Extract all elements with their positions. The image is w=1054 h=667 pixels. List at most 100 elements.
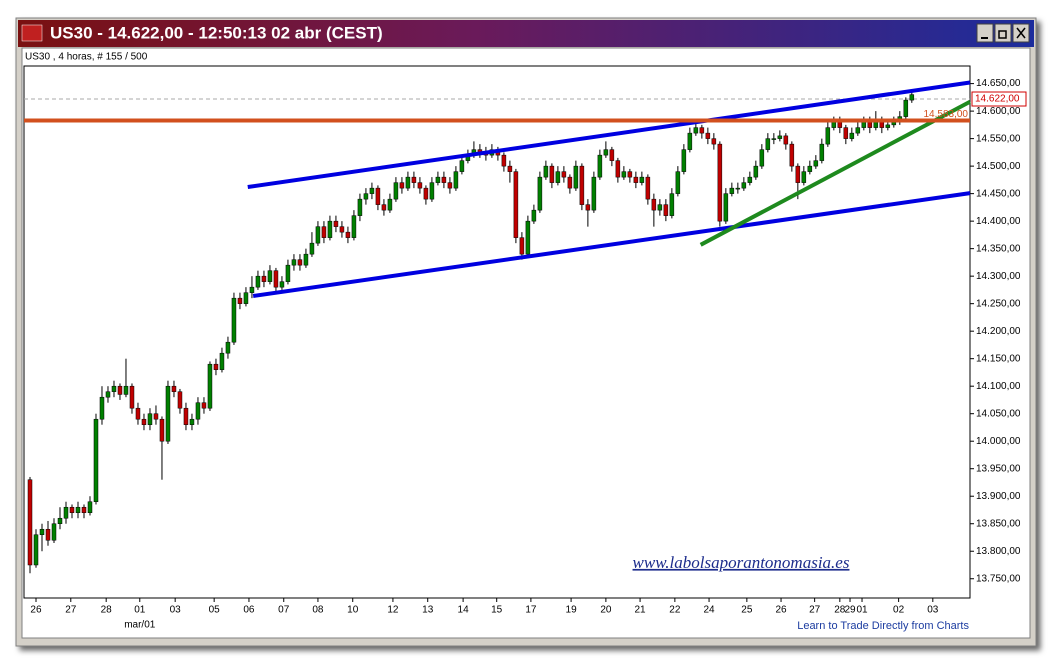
y-tick-label: 13.800,00 (976, 546, 1021, 557)
x-tick-label: 17 (525, 605, 537, 616)
x-tick-label: 24 (703, 605, 715, 616)
chart-subtitle: US30 , 4 horas, # 155 / 500 (25, 52, 148, 63)
candle-body (141, 418, 147, 425)
candle-body (27, 479, 33, 566)
candle-body (849, 132, 855, 139)
candle-body (879, 121, 885, 128)
minimize-button[interactable] (976, 23, 994, 43)
candle-body (435, 176, 441, 183)
x-tick-label: 14 (458, 605, 470, 616)
candle-body (651, 198, 657, 211)
title-bar (18, 20, 1034, 47)
candle-body (771, 138, 777, 140)
y-tick-label: 14.500,00 (976, 161, 1021, 172)
candle-body (183, 407, 189, 425)
candle-body (225, 341, 231, 354)
candle-body (315, 226, 321, 244)
candle-body (417, 182, 423, 189)
x-tick-label: 28 (101, 605, 113, 616)
candle-body (741, 182, 747, 189)
candle-body (867, 121, 873, 128)
y-tick-label: 14.000,00 (976, 436, 1021, 447)
candle-body (549, 165, 555, 183)
candle-body (555, 171, 561, 183)
candle-body (249, 286, 255, 293)
x-tick-label: 13 (422, 605, 434, 616)
candle-body (285, 264, 291, 282)
x-tick-label: 03 (927, 605, 939, 616)
restore-button[interactable] (994, 23, 1012, 43)
last-price-label: 14.622,00 (975, 94, 1020, 105)
y-tick-label: 14.650,00 (976, 78, 1021, 89)
candle-body (783, 135, 789, 145)
candle-body (627, 171, 633, 178)
candle-body (111, 385, 117, 392)
x-tick-label: 03 (170, 605, 182, 616)
candle-body (267, 270, 273, 282)
candle-body (807, 165, 813, 172)
candle-body (45, 528, 51, 541)
candle-body (747, 176, 753, 183)
x-tick-label: 05 (209, 605, 221, 616)
candle-body (693, 127, 699, 134)
candle-body (645, 176, 651, 200)
candle-body (153, 413, 159, 420)
candle-body (603, 149, 609, 156)
candle-body (585, 204, 591, 211)
y-tick-label: 14.200,00 (976, 326, 1021, 337)
candle-body (165, 385, 171, 442)
candle-body (633, 176, 639, 183)
candle-body (543, 165, 549, 178)
window-buttons[interactable] (976, 23, 1030, 43)
candle-body (219, 352, 225, 370)
candle-body (777, 135, 783, 139)
x-tick-label: 27 (809, 605, 821, 616)
y-tick-label: 14.450,00 (976, 188, 1021, 199)
watermark: www.labolsaporantonomasia.es (633, 553, 850, 572)
x-tick-label: 20 (600, 605, 612, 616)
candle-body (63, 506, 69, 519)
candle-body (39, 528, 45, 535)
candle-body (291, 259, 297, 266)
candle-body (231, 297, 237, 343)
level-label: 14.583,00 (924, 109, 969, 120)
candle-body (663, 204, 669, 216)
y-tick-label: 13.750,00 (976, 573, 1021, 584)
footer-link[interactable]: Learn to Trade Directly from Charts (797, 620, 969, 632)
month-label: mar/01 (124, 620, 156, 631)
candle-body (717, 143, 723, 222)
y-tick-label: 14.050,00 (976, 408, 1021, 419)
candle-body (705, 132, 711, 139)
trend-line (699, 99, 971, 247)
candle-body (837, 121, 843, 128)
candle-body (567, 176, 573, 189)
candle-body (93, 418, 99, 502)
candle-body (321, 226, 327, 238)
x-tick-label: 12 (387, 605, 399, 616)
candle-body (453, 171, 459, 189)
candle-body (447, 182, 453, 189)
x-tick-label: 25 (741, 605, 753, 616)
window-title: US30 - 14.622,00 - 12:50:13 02 abr (CEST… (50, 23, 383, 42)
candle-body (711, 138, 717, 145)
x-tick-label: 01 (134, 605, 146, 616)
candle-body (669, 193, 675, 216)
candle-body (339, 226, 345, 233)
candle-body (423, 187, 429, 200)
y-tick-label: 14.350,00 (976, 243, 1021, 254)
close-icon (1016, 27, 1026, 39)
candle-body (813, 160, 819, 167)
candle-body (261, 275, 267, 282)
y-tick-label: 14.600,00 (976, 106, 1021, 117)
candle-body (519, 237, 525, 255)
candle-body (507, 165, 513, 172)
candle-body (405, 176, 411, 189)
candle-body (303, 253, 309, 266)
candle-body (129, 385, 135, 409)
candle-body (363, 193, 369, 200)
candle-body (861, 121, 867, 128)
candle-body (369, 187, 375, 194)
candle-body (735, 187, 741, 190)
candle-body (75, 506, 81, 513)
